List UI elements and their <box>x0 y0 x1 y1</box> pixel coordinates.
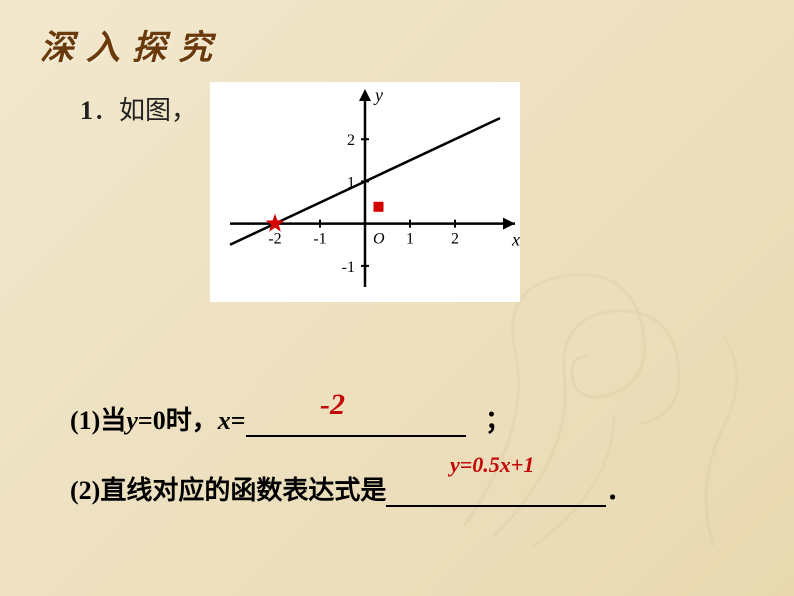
svg-text:1: 1 <box>406 231 414 248</box>
coordinate-graph: -2-112-112xyO <box>210 82 520 302</box>
svg-text:-1: -1 <box>313 231 326 248</box>
svg-text:2: 2 <box>451 231 459 248</box>
blank-1 <box>246 411 466 437</box>
question-1: (1)当y=0时，x= ； <box>70 400 511 437</box>
intro-text: ．如图， <box>93 96 197 125</box>
blank-2 <box>386 481 606 507</box>
question-2: (2)直线对应的函数表达式是． <box>70 470 632 507</box>
svg-text:y: y <box>373 85 383 105</box>
svg-text:-1: -1 <box>342 259 355 276</box>
svg-text:-2: -2 <box>268 231 281 248</box>
svg-text:2: 2 <box>347 132 355 149</box>
question-number: 1 <box>80 96 93 125</box>
answer-1: -2 <box>320 388 345 422</box>
svg-text:x: x <box>511 230 520 250</box>
question-intro: 1．如图， <box>80 90 197 127</box>
answer-2: y=0.5x+1 <box>450 452 534 478</box>
slide-title: 深入探究 <box>40 20 224 69</box>
svg-text:O: O <box>373 231 385 248</box>
